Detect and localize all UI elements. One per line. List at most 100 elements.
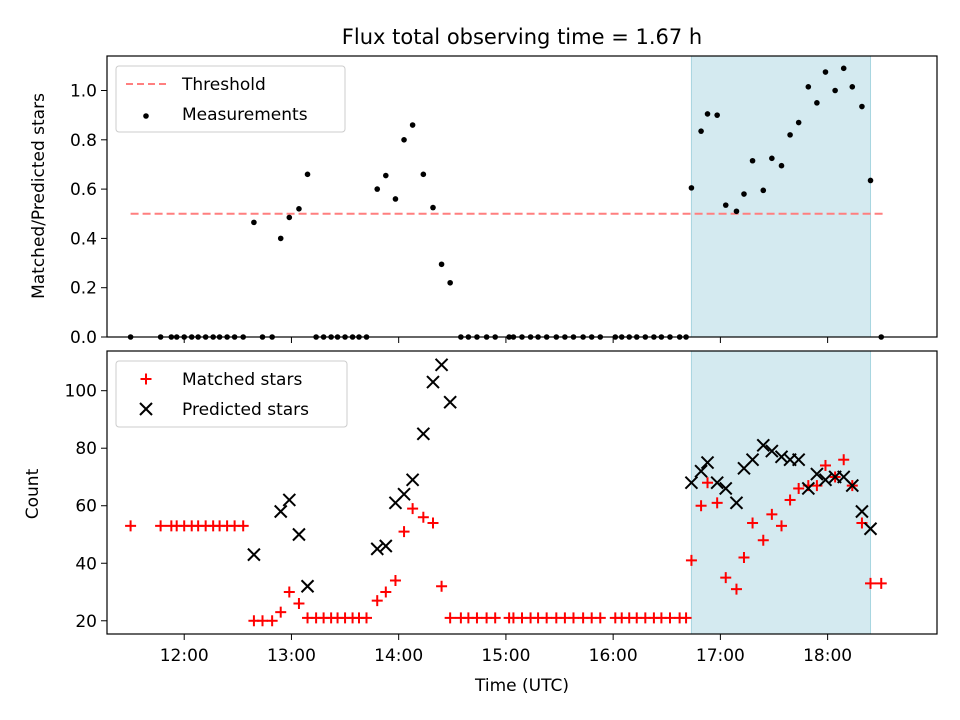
predicted-stars-point xyxy=(765,444,779,458)
x-tick-label: 17:00 xyxy=(696,646,745,666)
predicted-stars-point xyxy=(700,455,715,470)
y-tick-label: 60 xyxy=(75,497,97,517)
matched-stars-point xyxy=(436,580,448,592)
matched-stars-point xyxy=(125,520,137,532)
predicted-stars-point xyxy=(863,522,878,536)
matched-stars-point xyxy=(541,612,553,624)
matched-stars-point xyxy=(407,503,419,515)
legend-predicted-label: Predicted stars xyxy=(182,400,309,420)
measurement-point xyxy=(787,132,793,138)
measurement-point xyxy=(832,87,838,94)
matched-stars-point xyxy=(594,612,606,624)
matched-stars-point xyxy=(685,554,697,566)
predicted-stars-point xyxy=(756,438,770,453)
x-tick-label: 18:00 xyxy=(803,646,852,666)
predicted-stars-point xyxy=(719,481,733,496)
predicted-stars-point xyxy=(443,395,457,409)
measurement-point xyxy=(296,206,302,212)
measurement-point xyxy=(704,111,711,117)
y-tick-label: 100 xyxy=(65,382,97,402)
measurement-point xyxy=(769,155,775,162)
y-tick-label: 0.2 xyxy=(70,279,97,299)
matched-stars-point xyxy=(793,482,805,494)
y-tick-label: 0.6 xyxy=(70,180,97,200)
measurement-point xyxy=(447,279,453,286)
matched-stars-point xyxy=(875,577,887,589)
predicted-stars-point xyxy=(745,453,760,467)
legend-matched-label: Matched stars xyxy=(182,370,302,390)
measurement-point xyxy=(749,157,756,164)
measurement-point xyxy=(251,219,257,226)
measurement-point xyxy=(778,162,785,169)
matched-stars-point xyxy=(865,577,877,589)
matched-stars-point xyxy=(417,511,429,523)
predicted-stars-point xyxy=(818,473,833,487)
matched-stars-point xyxy=(444,612,456,624)
measurement-point xyxy=(805,84,812,90)
matched-stars-point xyxy=(711,497,723,509)
matched-stars-point xyxy=(283,586,295,598)
predicted-stars-point xyxy=(397,487,411,501)
matched-stars-point xyxy=(776,520,788,532)
matched-stars-point xyxy=(489,612,501,624)
legend-plus-glyph xyxy=(140,373,152,385)
measurement-point xyxy=(859,103,865,110)
chart-title: Flux total observing time = 1.67 h xyxy=(342,25,702,49)
bottom-legend: Matched stars Predicted stars xyxy=(115,360,348,428)
top-legend: Threshold Measurements xyxy=(115,65,346,133)
x-tick-label: 14:00 xyxy=(374,646,423,666)
measurement-point xyxy=(392,196,399,202)
measurement-point xyxy=(438,261,445,268)
measurement-point xyxy=(822,69,829,75)
measurement-point xyxy=(430,204,436,211)
matched-stars-point xyxy=(380,586,392,598)
measurement-point xyxy=(814,100,820,106)
bottom-panel: 12:00 13:00 14:00 15:00 16:00 17:00 18:00 20 40 6… xyxy=(23,350,938,666)
measurement-point xyxy=(714,112,720,118)
measurement-point xyxy=(409,122,416,128)
predicted-stars-point xyxy=(379,539,393,553)
predicted-stars-point xyxy=(274,504,288,519)
bottom-panel-frame xyxy=(106,350,938,635)
matched-stars-point xyxy=(237,520,249,532)
matched-stars-point xyxy=(371,595,383,607)
predicted-stars-point xyxy=(292,527,306,542)
predicted-stars-point xyxy=(729,496,744,510)
matched-stars-point xyxy=(361,612,373,624)
measurement-point xyxy=(401,137,407,143)
x-tick-label: 15:00 xyxy=(481,646,530,666)
legend-measurements-marker xyxy=(143,113,149,119)
predicted-stars-point xyxy=(405,473,420,487)
predicted-stars-point xyxy=(247,547,261,562)
measurement-point xyxy=(383,172,389,179)
predicted-stars-point xyxy=(426,375,440,389)
matched-stars-point xyxy=(427,517,439,529)
matched-stars-point xyxy=(389,575,401,587)
x-tick-label: 16:00 xyxy=(589,646,638,666)
predicted-stars-point xyxy=(791,453,806,467)
matched-stars-point xyxy=(819,459,831,471)
matched-stars-point xyxy=(471,612,483,624)
matched-stars-point xyxy=(784,494,796,506)
y-tick-label: 0.4 xyxy=(70,229,97,249)
matched-stars-point xyxy=(266,615,278,627)
matched-stars-point xyxy=(293,598,305,610)
y-tick-label: 0.8 xyxy=(70,131,97,151)
matched-stars-point xyxy=(155,520,167,532)
predicted-stars-point xyxy=(801,481,816,496)
matched-stars-point xyxy=(567,612,579,624)
predicted-stars-point xyxy=(710,476,724,490)
top-panel: 0.0 0.2 0.4 0.6 0.8 1.0 Matched/Predicted sta… xyxy=(29,55,938,348)
y-tick-label: 80 xyxy=(75,439,97,459)
measurement-point xyxy=(760,187,767,194)
y-tick-label: 40 xyxy=(75,554,97,574)
x-axis-label: Time (UTC) xyxy=(474,676,569,696)
measurement-point xyxy=(688,185,695,191)
legend-x-glyph xyxy=(139,402,153,416)
predicted-stars-point xyxy=(845,478,859,493)
measurement-point xyxy=(698,128,704,134)
measurement-point xyxy=(286,214,293,221)
legend-threshold-label: Threshold xyxy=(181,75,266,95)
matched-stars-point xyxy=(702,477,714,489)
